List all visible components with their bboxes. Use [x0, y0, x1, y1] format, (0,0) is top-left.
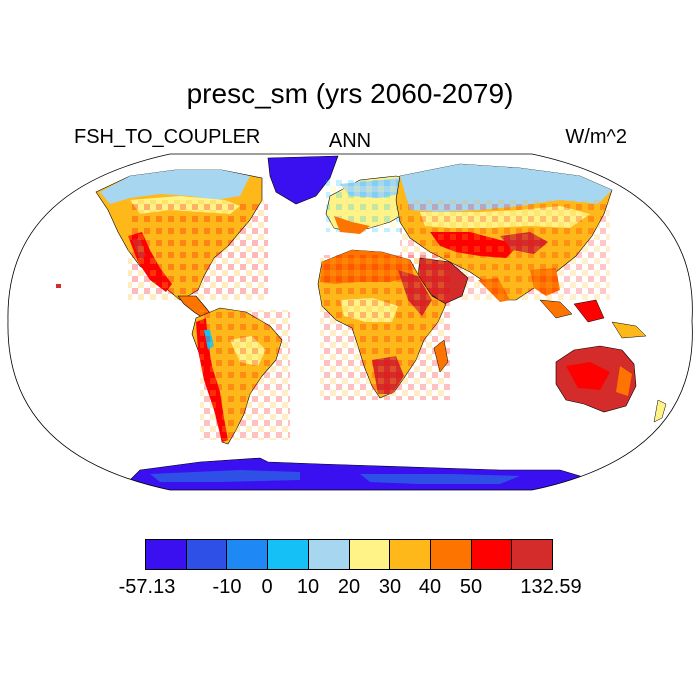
colorbar-label: 20 [337, 576, 361, 598]
center-string: ANN [328, 130, 372, 152]
land-greenland [267, 155, 339, 205]
colorbar-label: 50 [459, 576, 483, 598]
colorbar-swatch [186, 540, 228, 569]
map-outline [7, 153, 693, 491]
colorbar-swatch [308, 540, 350, 569]
left-string: FSH_TO_COUPLER [74, 126, 261, 148]
colorbar-label: 40 [418, 576, 442, 598]
land-antarctica [119, 457, 591, 490]
colorbar-label: 30 [378, 576, 402, 598]
colorbar-label: 132.59 [520, 576, 582, 598]
colorbar-swatch [146, 540, 187, 569]
colorbar-swatch [430, 540, 472, 569]
colorbar-swatch [390, 540, 431, 569]
colorbar-swatch [268, 540, 309, 569]
colorbar-label: 10 [296, 576, 320, 598]
plot-title: presc_sm (yrs 2060-2079) [186, 78, 514, 109]
colorbar-label: 0 [261, 576, 273, 598]
units-label: W/m^2 [565, 126, 627, 148]
colorbar-swatch [512, 540, 553, 569]
colorbar-label: -57.13 [118, 576, 176, 598]
colorbar-swatch [349, 540, 391, 569]
colorbar [145, 539, 553, 570]
colorbar-swatch [471, 540, 513, 569]
colorbar-label: -10 [212, 576, 242, 598]
colorbar-swatch [227, 540, 269, 569]
